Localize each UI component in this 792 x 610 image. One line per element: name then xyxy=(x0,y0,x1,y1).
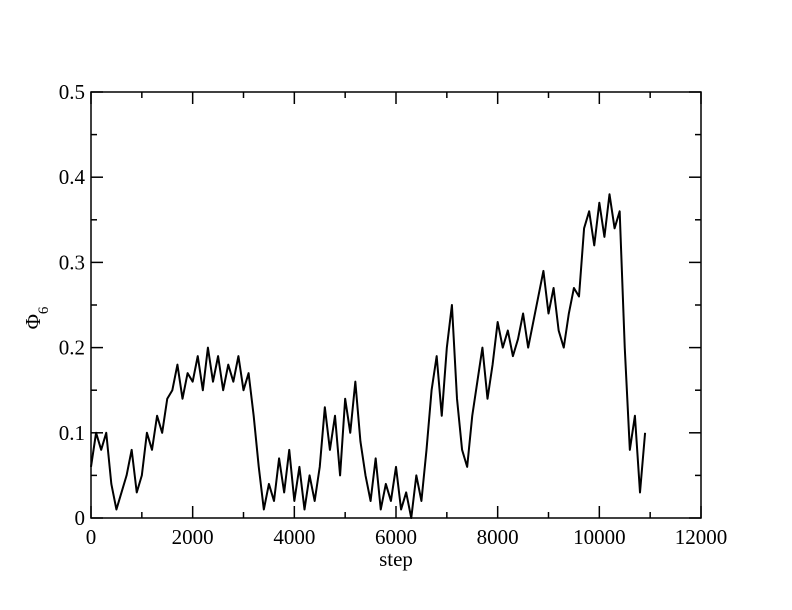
x-tick-label: 10000 xyxy=(573,525,626,549)
data-line xyxy=(90,193,647,519)
x-tick-label: 12000 xyxy=(675,525,728,549)
y-axis-label-subscript: 6 xyxy=(36,306,52,314)
x-tick-label: 4000 xyxy=(273,525,315,549)
x-tick-label: 8000 xyxy=(477,525,519,549)
y-tick-label: 0.1 xyxy=(59,421,85,445)
x-axis-label: step xyxy=(379,547,413,571)
x-tick-label: 6000 xyxy=(375,525,417,549)
x-tick-label: 0 xyxy=(86,525,97,549)
y-tick-label: 0.5 xyxy=(59,80,85,104)
y-tick-label: 0 xyxy=(75,506,86,530)
plot-frame xyxy=(90,91,702,519)
x-tick-label: 2000 xyxy=(172,525,214,549)
y-axis-label-main: Φ xyxy=(21,314,45,329)
y-tick-label: 0.4 xyxy=(59,165,86,189)
y-axis-label: Φ6 xyxy=(21,306,52,329)
y-tick-label: 0.3 xyxy=(59,250,85,274)
y-tick-label: 0.2 xyxy=(59,336,85,360)
